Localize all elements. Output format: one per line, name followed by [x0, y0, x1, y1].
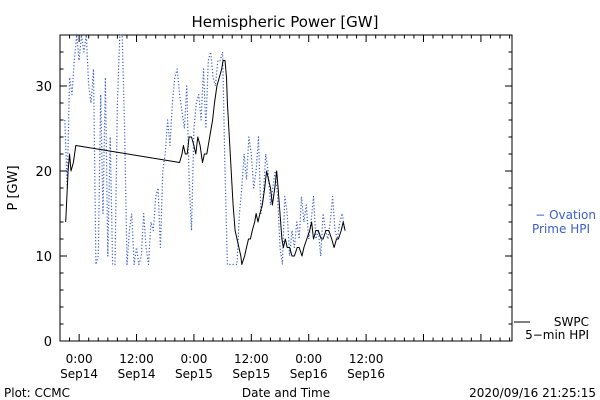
ovation-prime-hpi-line	[64, 34, 346, 266]
swpc-5min-hpi-line	[65, 60, 346, 265]
x-tick-time-label: 12:00	[234, 352, 269, 366]
x-tick-time-label: 0:00	[295, 352, 322, 366]
plot-frame	[59, 34, 513, 342]
y-tick-label: 30	[35, 80, 52, 95]
x-tick-date-label: Sep15	[232, 367, 270, 381]
legend-swpc-label-line1: SWPC	[554, 315, 589, 329]
legend-ovation-label-line1: − Ovation	[535, 208, 596, 222]
y-axis-label: P [GW]	[6, 165, 21, 210]
x-axis-label: Date and Time	[242, 386, 330, 400]
x-axis: 0:00Sep1412:00Sep140:00Sep1512:00Sep150:…	[59, 35, 511, 381]
x-tick-time-label: 0:00	[66, 352, 93, 366]
series-layer	[64, 34, 346, 266]
plot-credit: Plot: CCMC	[4, 386, 70, 400]
legend-swpc-label-line2: 5−min HPI	[525, 328, 589, 342]
y-axis: 0 10 20 30	[35, 34, 512, 350]
chart-title: Hemispheric Power [GW]	[192, 13, 379, 31]
x-tick-date-label: Sep16	[347, 367, 385, 381]
y-tick-label: 0	[44, 335, 52, 350]
legend-ovation-label-line2: Prime HPI	[532, 222, 590, 236]
x-tick-date-label: Sep14	[118, 367, 156, 381]
y-tick-label: 20	[35, 165, 52, 180]
x-tick-date-label: Sep15	[175, 367, 213, 381]
y-tick-label: 10	[35, 250, 52, 265]
x-tick-time-label: 12:00	[349, 352, 384, 366]
x-tick-time-label: 12:00	[119, 352, 154, 366]
plot-timestamp: 2020/09/16 21:25:15	[469, 386, 596, 400]
x-tick-date-label: Sep16	[290, 367, 328, 381]
x-tick-time-label: 0:00	[180, 352, 207, 366]
x-tick-date-label: Sep14	[60, 367, 98, 381]
